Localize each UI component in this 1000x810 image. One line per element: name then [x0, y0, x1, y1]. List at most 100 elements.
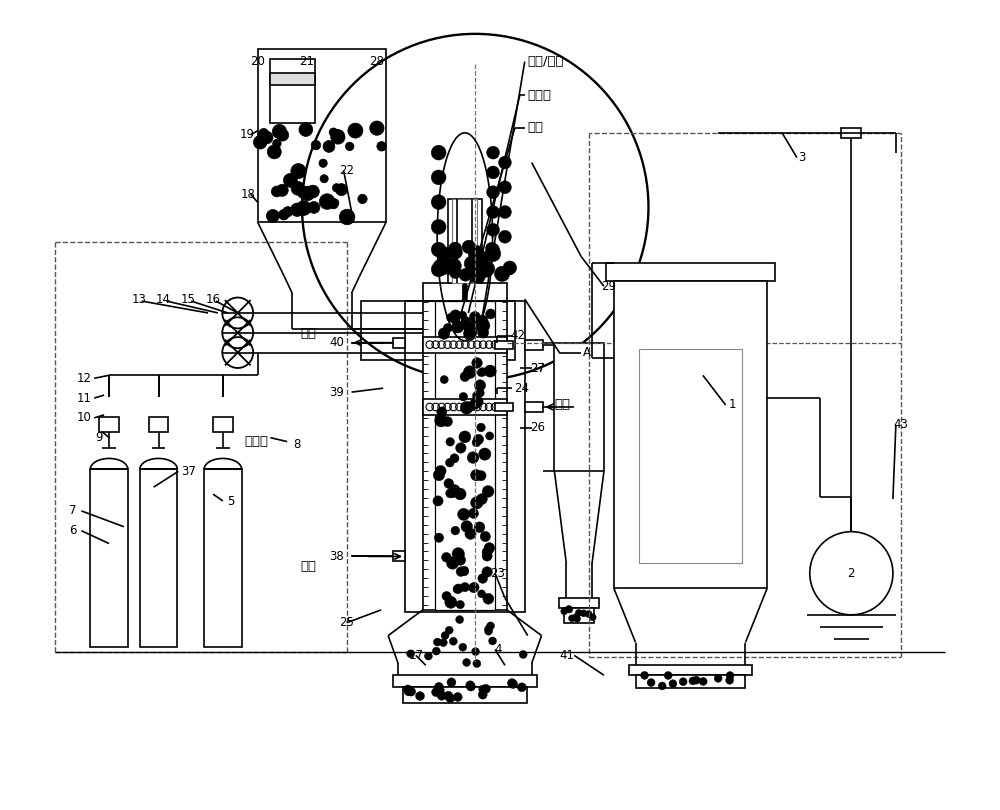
Circle shape: [472, 317, 485, 329]
Bar: [423, 337, 507, 352]
Circle shape: [699, 677, 707, 685]
Circle shape: [424, 652, 432, 660]
Circle shape: [503, 261, 517, 275]
Circle shape: [259, 129, 269, 139]
Circle shape: [454, 488, 466, 500]
Circle shape: [726, 676, 734, 684]
Text: 载气/粉末: 载气/粉末: [528, 55, 564, 68]
Text: 5: 5: [227, 494, 234, 508]
Circle shape: [464, 323, 472, 331]
Text: 进水: 进水: [300, 560, 316, 573]
Bar: [525, 339, 543, 350]
Circle shape: [489, 637, 497, 645]
Circle shape: [566, 606, 573, 613]
Circle shape: [445, 626, 453, 634]
Circle shape: [464, 321, 477, 334]
Circle shape: [477, 423, 485, 432]
Text: 4: 4: [494, 643, 502, 656]
Circle shape: [445, 458, 454, 467]
Circle shape: [276, 129, 289, 141]
Circle shape: [462, 293, 468, 299]
Bar: [606, 263, 775, 281]
Circle shape: [462, 284, 468, 289]
Circle shape: [486, 242, 498, 254]
Circle shape: [499, 156, 511, 169]
Circle shape: [459, 392, 468, 401]
Text: 24: 24: [514, 382, 529, 394]
Circle shape: [517, 683, 526, 692]
Circle shape: [437, 407, 447, 417]
Circle shape: [283, 173, 297, 187]
Circle shape: [456, 443, 466, 454]
Circle shape: [431, 220, 446, 234]
Text: 出水: 出水: [300, 327, 316, 340]
Circle shape: [499, 206, 511, 219]
Circle shape: [449, 246, 462, 259]
Text: 41: 41: [560, 649, 575, 662]
Circle shape: [432, 688, 440, 697]
Circle shape: [335, 184, 347, 196]
Bar: [564, 608, 594, 623]
Circle shape: [483, 593, 494, 604]
Circle shape: [482, 684, 490, 693]
Circle shape: [441, 632, 449, 639]
Text: 12: 12: [77, 372, 92, 385]
Text: 2: 2: [848, 567, 855, 580]
Circle shape: [440, 376, 448, 384]
Circle shape: [273, 139, 281, 147]
Circle shape: [437, 247, 453, 262]
Circle shape: [471, 470, 482, 481]
Circle shape: [464, 326, 476, 339]
Bar: [629, 665, 752, 676]
Circle shape: [647, 679, 655, 687]
Circle shape: [446, 258, 461, 274]
Circle shape: [370, 121, 384, 135]
Circle shape: [482, 551, 492, 561]
Bar: [393, 552, 405, 561]
Circle shape: [565, 605, 572, 612]
Circle shape: [330, 198, 339, 207]
Circle shape: [472, 358, 482, 369]
Circle shape: [641, 671, 648, 680]
Circle shape: [460, 582, 470, 592]
Circle shape: [469, 260, 483, 274]
Text: 10: 10: [77, 411, 92, 424]
Circle shape: [443, 323, 452, 333]
Circle shape: [479, 448, 491, 460]
Circle shape: [438, 328, 450, 339]
Circle shape: [447, 678, 456, 687]
Circle shape: [432, 647, 440, 655]
Text: 17: 17: [408, 649, 423, 662]
Text: 26: 26: [530, 421, 545, 434]
Bar: [525, 402, 543, 412]
Circle shape: [469, 311, 480, 322]
Circle shape: [471, 269, 485, 284]
Circle shape: [449, 266, 461, 279]
Circle shape: [448, 488, 458, 497]
Circle shape: [452, 548, 464, 560]
Text: 29: 29: [601, 279, 616, 292]
Circle shape: [478, 690, 487, 699]
Bar: [639, 348, 742, 563]
Bar: [559, 598, 599, 608]
Circle shape: [323, 140, 335, 152]
Circle shape: [463, 366, 476, 378]
Circle shape: [478, 327, 489, 338]
Circle shape: [580, 610, 587, 616]
Circle shape: [509, 680, 518, 688]
Circle shape: [507, 679, 516, 688]
Circle shape: [477, 369, 485, 377]
Circle shape: [468, 252, 483, 266]
Circle shape: [449, 313, 460, 324]
Circle shape: [504, 263, 515, 275]
Circle shape: [298, 186, 310, 198]
Circle shape: [333, 130, 344, 141]
Text: 38: 38: [329, 550, 344, 563]
Circle shape: [345, 143, 354, 151]
Bar: [452, 199, 477, 284]
Text: 18: 18: [240, 188, 255, 201]
Circle shape: [307, 185, 319, 198]
Bar: [614, 281, 767, 588]
Circle shape: [465, 528, 476, 539]
Circle shape: [468, 245, 484, 262]
